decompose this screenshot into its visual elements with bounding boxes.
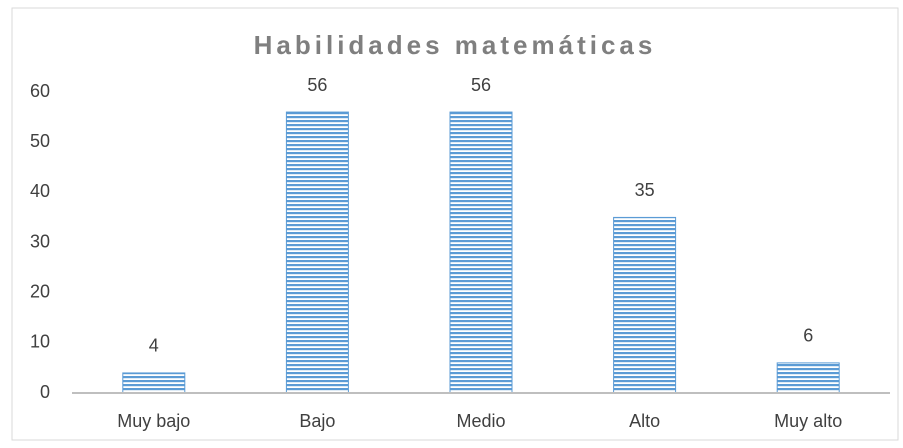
x-tick-label: Muy bajo — [117, 411, 190, 431]
y-tick-label: 0 — [40, 382, 50, 402]
bar — [449, 111, 513, 394]
y-tick-label: 60 — [30, 81, 50, 101]
y-tick-label: 20 — [30, 281, 50, 301]
y-tick-label: 10 — [30, 332, 50, 352]
data-label: 4 — [149, 336, 159, 356]
y-tick-label: 40 — [30, 181, 50, 201]
data-label: 56 — [471, 75, 491, 95]
y-tick-label: 30 — [30, 231, 50, 251]
x-tick-label: Muy alto — [774, 411, 842, 431]
x-tick-label: Medio — [456, 411, 505, 431]
y-tick-label: 50 — [30, 131, 50, 151]
bar — [122, 372, 186, 394]
data-label: 6 — [803, 326, 813, 346]
chart-title: Habilidades matemáticas — [254, 30, 657, 60]
bar — [613, 216, 677, 394]
bar — [285, 111, 349, 394]
bar — [776, 362, 840, 394]
data-label: 56 — [307, 75, 327, 95]
x-tick-label: Bajo — [299, 411, 335, 431]
x-tick-label: Alto — [629, 411, 660, 431]
data-label: 35 — [635, 180, 655, 200]
